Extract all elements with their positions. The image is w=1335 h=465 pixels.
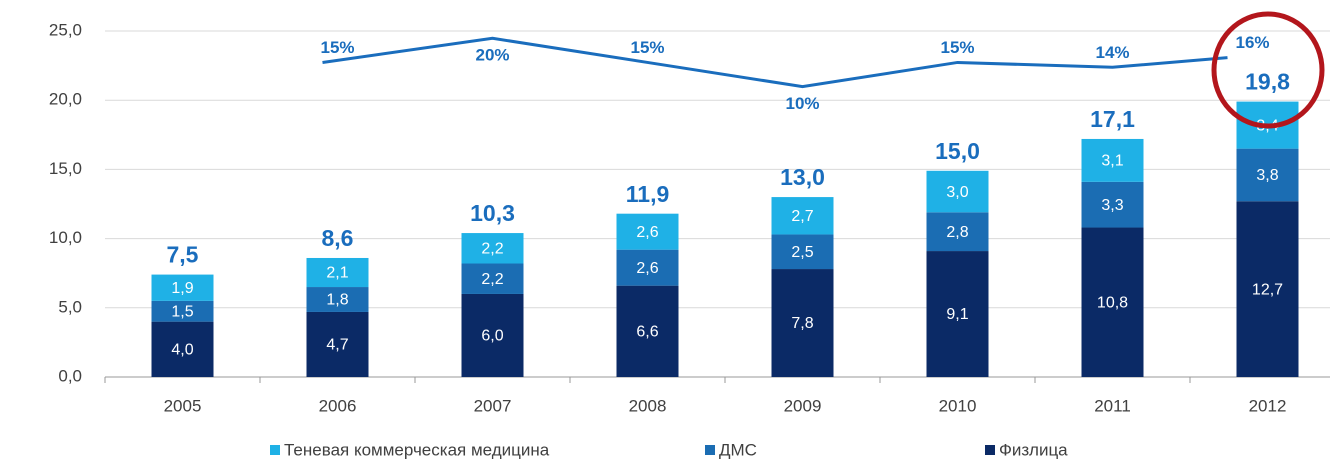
legend-label: Теневая коммерческая медицина	[284, 440, 550, 459]
x-tick-label: 2009	[784, 396, 822, 415]
growth-label: 15%	[630, 38, 664, 57]
segment-label: 12,7	[1252, 281, 1283, 298]
segment-label: 3,8	[1256, 167, 1278, 184]
total-label: 10,3	[470, 200, 515, 226]
segment-label: 2,2	[481, 271, 503, 288]
growth-label: 16%	[1235, 33, 1269, 52]
segment-label: 4,7	[326, 337, 348, 354]
chart: 0,0 5,0 10,0 15,0 20,0 25,0 2005 4,0 1,5 1,9 7,5 20…	[0, 0, 1335, 465]
legend-label: Физлица	[999, 440, 1068, 459]
total-label: 15,0	[935, 138, 980, 164]
segment-label: 7,8	[791, 315, 813, 332]
growth-label: 14%	[1095, 43, 1129, 62]
total-label: 19,8	[1245, 69, 1290, 95]
x-tick-label: 2012	[1249, 396, 1287, 415]
growth-label: 15%	[940, 38, 974, 57]
y-tick-label: 20,0	[49, 90, 82, 109]
x-tick-label: 2008	[629, 396, 667, 415]
legend-swatch	[270, 445, 280, 455]
segment-label: 1,5	[171, 303, 193, 320]
total-label: 8,6	[322, 225, 354, 251]
growth-line	[323, 38, 1228, 86]
segment-label: 6,6	[636, 324, 658, 341]
y-tick-label: 15,0	[49, 159, 82, 178]
growth-label: 10%	[785, 94, 819, 113]
segment-label: 2,6	[636, 260, 658, 277]
y-tick-label: 0,0	[58, 366, 82, 385]
x-tick-label: 2011	[1094, 396, 1131, 415]
segment-label: 3,1	[1101, 153, 1123, 170]
segment-label: 2,6	[636, 224, 658, 241]
segment-label: 3,0	[946, 184, 968, 201]
segment-label: 2,5	[791, 244, 813, 261]
segment-label: 2,7	[791, 208, 813, 225]
legend-swatch	[985, 445, 995, 455]
total-label: 13,0	[780, 164, 825, 190]
y-tick-label: 5,0	[58, 297, 82, 316]
segment-label: 10,8	[1097, 294, 1128, 311]
growth-label: 20%	[475, 46, 509, 65]
total-label: 7,5	[167, 242, 199, 268]
x-tick-label: 2007	[474, 396, 512, 415]
segment-label: 1,8	[326, 292, 348, 309]
y-tick-label: 25,0	[49, 20, 82, 39]
growth-label: 15%	[320, 38, 354, 57]
segment-label: 9,1	[946, 306, 968, 323]
legend-swatch	[705, 445, 715, 455]
segment-label: 4,0	[171, 342, 193, 359]
segment-label: 3,3	[1101, 197, 1123, 214]
y-tick-label: 10,0	[49, 228, 82, 247]
segment-label: 1,9	[171, 280, 193, 297]
segment-label: 2,2	[481, 241, 503, 258]
x-tick-label: 2010	[939, 396, 977, 415]
legend-label: ДМС	[719, 440, 757, 459]
total-label: 17,1	[1090, 106, 1135, 132]
segment-label: 2,8	[946, 224, 968, 241]
x-tick-label: 2006	[319, 396, 357, 415]
segment-label: 2,1	[326, 265, 348, 282]
segment-label: 6,0	[481, 328, 503, 345]
x-tick-label: 2005	[164, 396, 202, 415]
total-label: 11,9	[626, 181, 670, 207]
